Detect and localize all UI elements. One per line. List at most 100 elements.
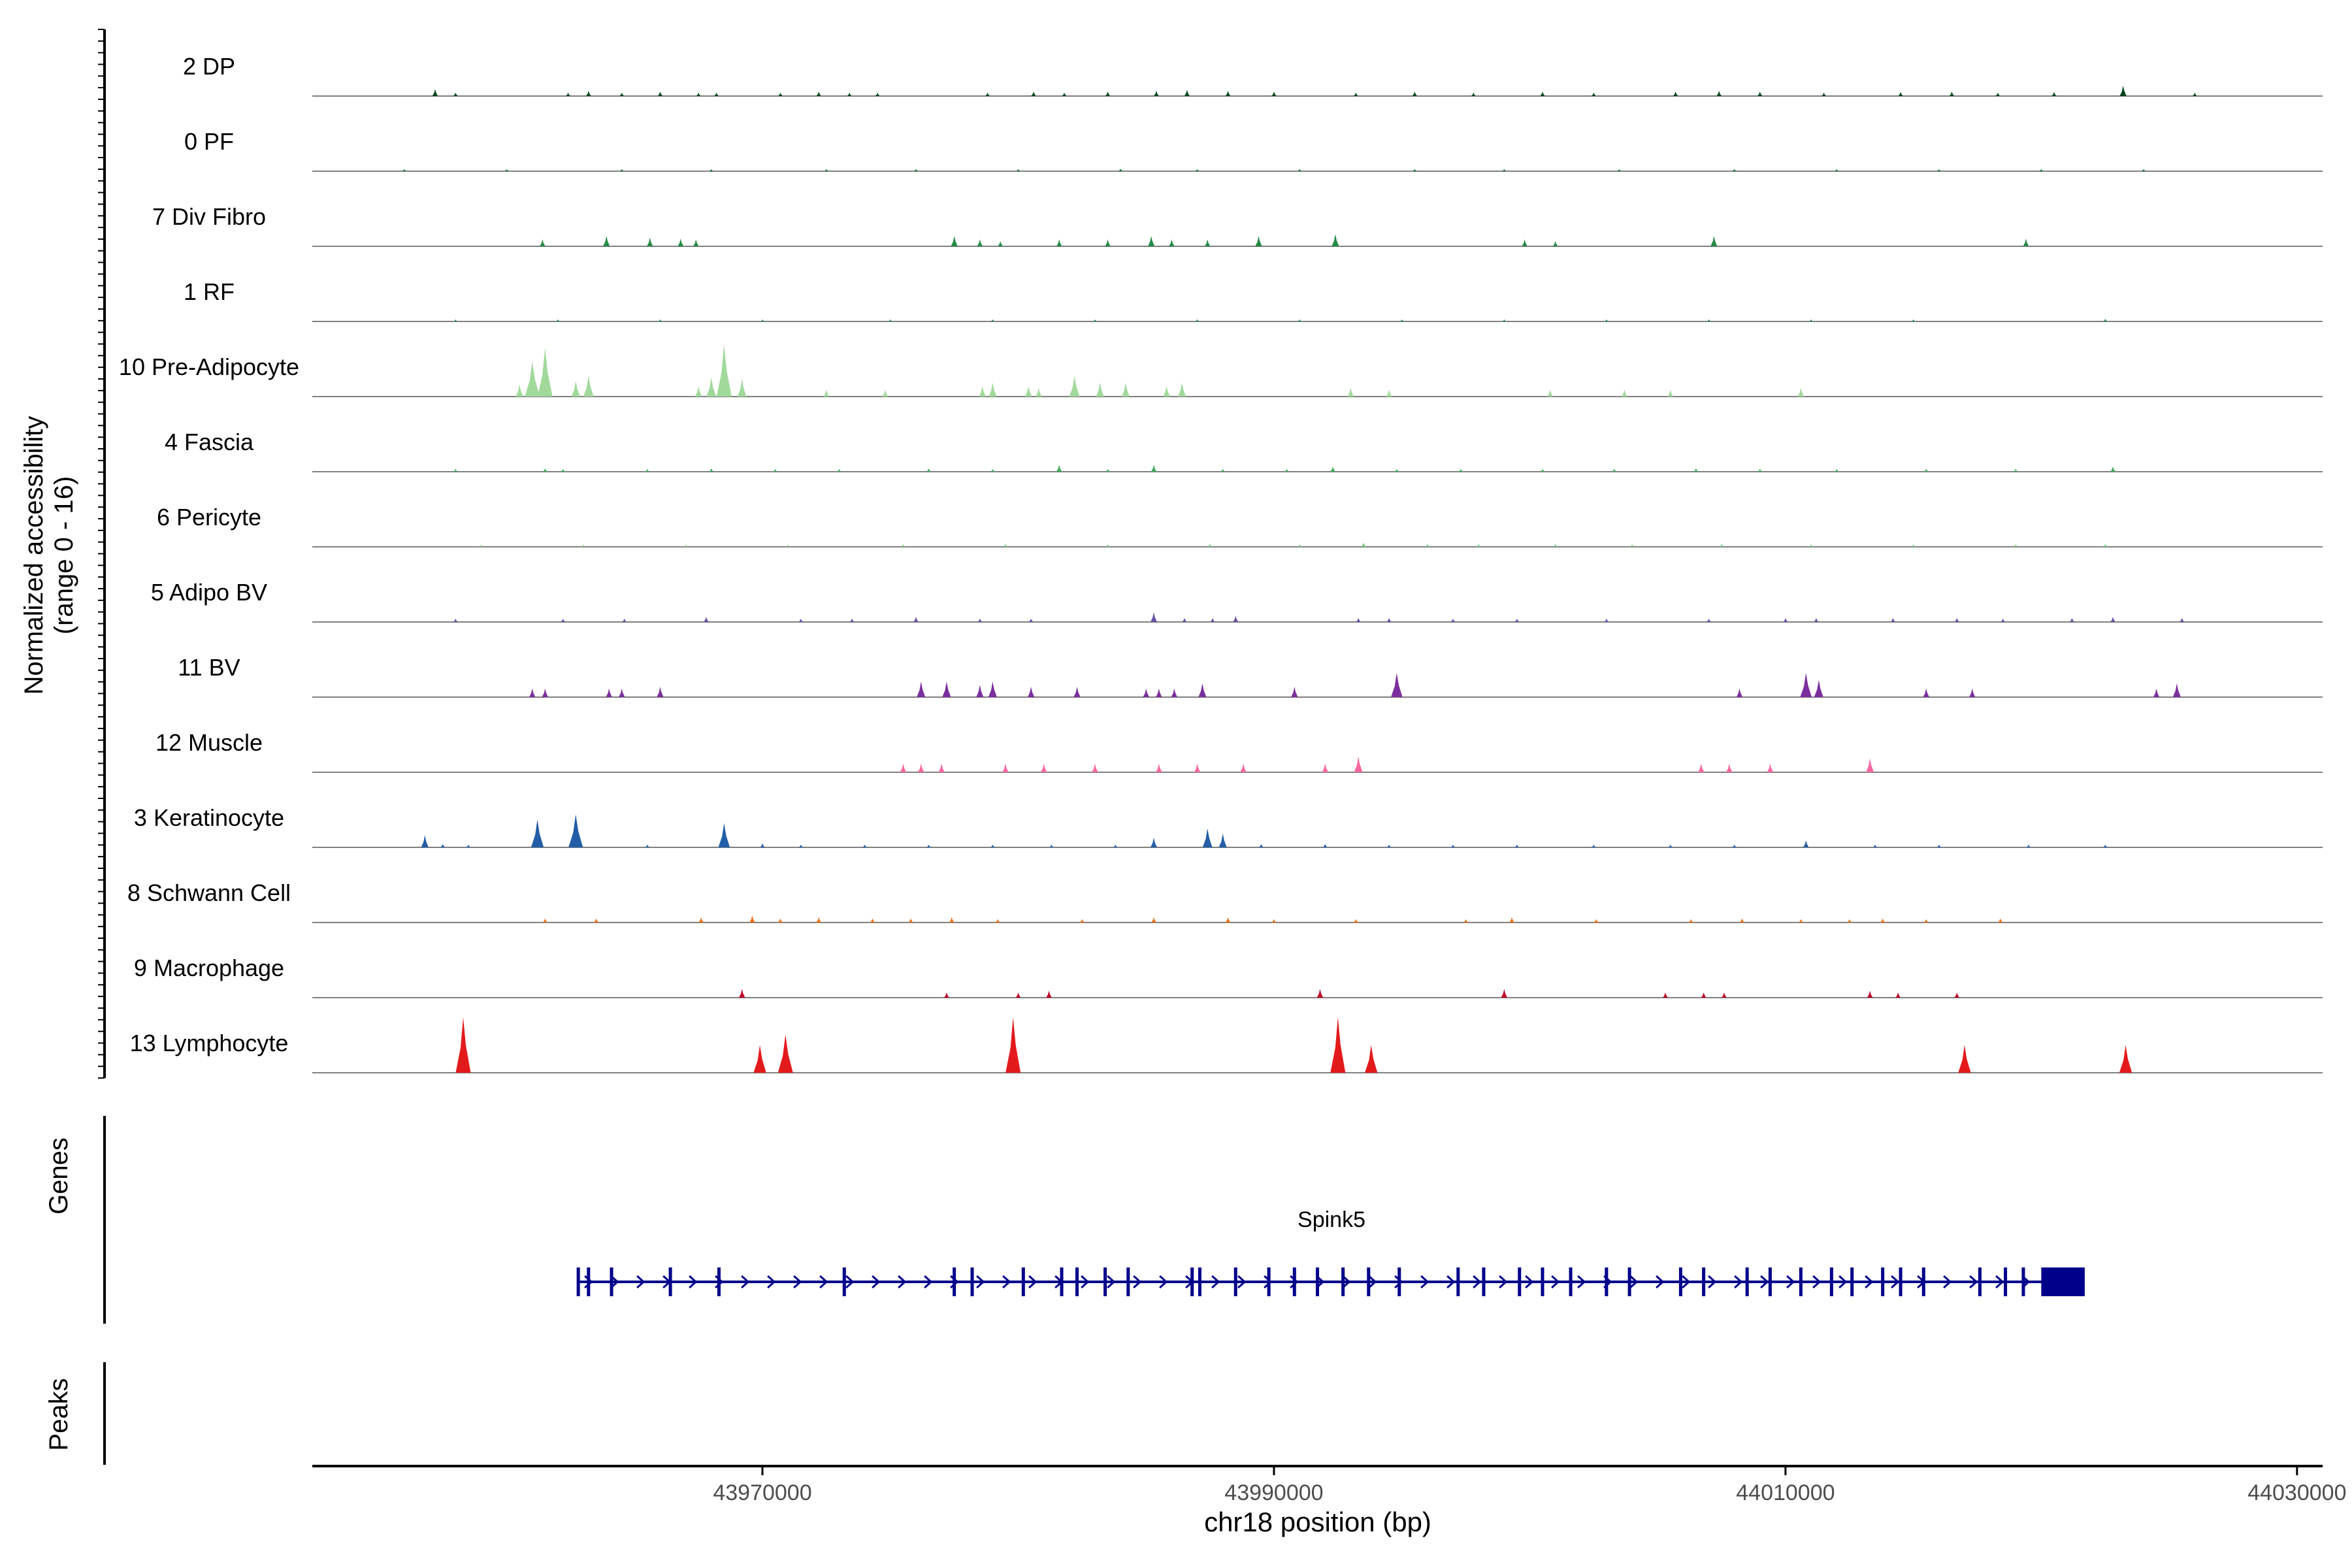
strand-arrow: [741, 1275, 750, 1289]
coverage-peak: [760, 319, 765, 321]
genes-panel: Genes Spink5: [44, 1116, 2085, 1324]
coverage-peak: [540, 239, 546, 246]
coverage-peak: [1354, 757, 1363, 772]
coverage-peak: [1271, 91, 1277, 96]
gene-exon: [1397, 1267, 1401, 1296]
track-label: 7 Div Fibro: [152, 203, 266, 230]
strand-arrow: [689, 1275, 698, 1289]
coverage-peak: [976, 685, 984, 697]
gene-exon: [1456, 1267, 1460, 1296]
coverage-peak: [1923, 688, 1929, 697]
coverage-peak: [862, 844, 867, 847]
coverage-peak: [1202, 828, 1213, 847]
coverage-peak: [1040, 763, 1047, 772]
gene-exon: [1829, 1267, 1833, 1296]
strand-arrow: [1943, 1275, 1952, 1289]
coverage-peak: [2192, 92, 2197, 96]
strand-arrow: [767, 1275, 776, 1289]
coverage-peak: [1184, 90, 1190, 96]
coverage-peak: [1471, 92, 1476, 96]
strand-arrow: [1629, 1275, 1639, 1289]
coverage-peak: [1593, 919, 1599, 923]
coverage-peak: [1255, 236, 1262, 246]
x-tick-label: 43990000: [1224, 1480, 1323, 1505]
gene-exon: [1198, 1267, 1201, 1296]
coverage-peak: [1298, 169, 1302, 171]
coverage-peak: [1220, 468, 1225, 472]
coverage-peak: [1540, 91, 1545, 96]
coverage-peak: [1808, 544, 1814, 547]
gene-exon: [842, 1267, 846, 1296]
track-11-bv: 11 BV: [178, 654, 2323, 698]
coverage-peak: [1502, 169, 1507, 171]
coverage-peak: [529, 688, 536, 697]
coverage-peak: [1668, 844, 1673, 847]
coverage-peak: [1365, 1045, 1378, 1073]
coverage-peak: [1105, 239, 1111, 246]
track-9-macrophage: 9 Macrophage: [134, 955, 2323, 998]
coverage-peak: [1701, 992, 1707, 998]
gene-exon: [1881, 1267, 1885, 1296]
coverage-peak: [2051, 91, 2057, 96]
coverage-peak: [1736, 688, 1743, 697]
coverage-peak: [1501, 988, 1508, 998]
coverage-peak: [1347, 387, 1354, 397]
coverage-peak: [1716, 91, 1722, 96]
coverage-peak: [479, 544, 483, 547]
coverage-peak: [1151, 465, 1157, 472]
coverage-peak: [1003, 544, 1008, 547]
coverage-peak: [1028, 618, 1034, 622]
coverage-peak: [455, 1017, 471, 1073]
coverage-peak: [1911, 544, 1916, 547]
coverage-peak: [1954, 992, 1960, 998]
coverage-peak: [1218, 833, 1227, 847]
coverage-peak: [882, 389, 889, 397]
coverage-peak: [1834, 468, 1839, 472]
coverage-peak: [585, 91, 591, 96]
coverage-peak: [619, 92, 625, 96]
strand-arrow: [1211, 1275, 1220, 1289]
coverage-peak: [1150, 838, 1157, 847]
coverage-peak: [1163, 386, 1170, 397]
strand-arrow: [1577, 1275, 1586, 1289]
strand-arrow: [1081, 1275, 1090, 1289]
coverage-peak: [696, 92, 701, 96]
coverage-peak: [1113, 844, 1118, 847]
coverage-peak: [823, 389, 830, 397]
coverage-peak: [1667, 389, 1674, 397]
strand-arrow: [1656, 1275, 1665, 1289]
coverage-peak: [1783, 617, 1788, 622]
strand-arrow: [1682, 1275, 1691, 1289]
coverage-peak: [1923, 919, 1929, 923]
coverage-peak: [1361, 542, 1366, 547]
coverage-peak: [1697, 763, 1705, 772]
coverage-peak: [1673, 91, 1678, 96]
coverage-peak: [985, 92, 990, 96]
coverage-peak: [1509, 917, 1514, 923]
coverage-peak: [602, 236, 610, 246]
coverage-peak: [1036, 387, 1042, 397]
coverage-peak: [1514, 618, 1520, 622]
coverage-peak: [1898, 91, 1903, 96]
coverage-peak: [1719, 544, 1724, 547]
coverage-peak: [977, 239, 983, 246]
coverage-peak: [847, 92, 852, 96]
gene-exon: [1702, 1267, 1706, 1296]
coverage-peak: [990, 319, 995, 321]
coverage-peak: [568, 814, 583, 847]
track-label: 0 PF: [184, 128, 234, 155]
strand-arrow: [1473, 1275, 1482, 1289]
coverage-peak: [581, 544, 586, 547]
coverage-peak: [926, 844, 931, 847]
coverage-peak: [2026, 844, 2031, 847]
coverage-peak: [566, 92, 570, 96]
coverage-peak: [542, 688, 548, 697]
coverage-peak: [440, 843, 446, 847]
gene-exon: [587, 1267, 591, 1296]
coverage-peak: [1233, 615, 1239, 622]
coverage-peak: [1105, 91, 1111, 96]
gene-exon: [1292, 1267, 1296, 1296]
coverage-peak: [1031, 91, 1036, 96]
coverage-peak: [716, 344, 732, 397]
track-8-schwann-cell: 8 Schwann Cell: [127, 879, 2323, 923]
